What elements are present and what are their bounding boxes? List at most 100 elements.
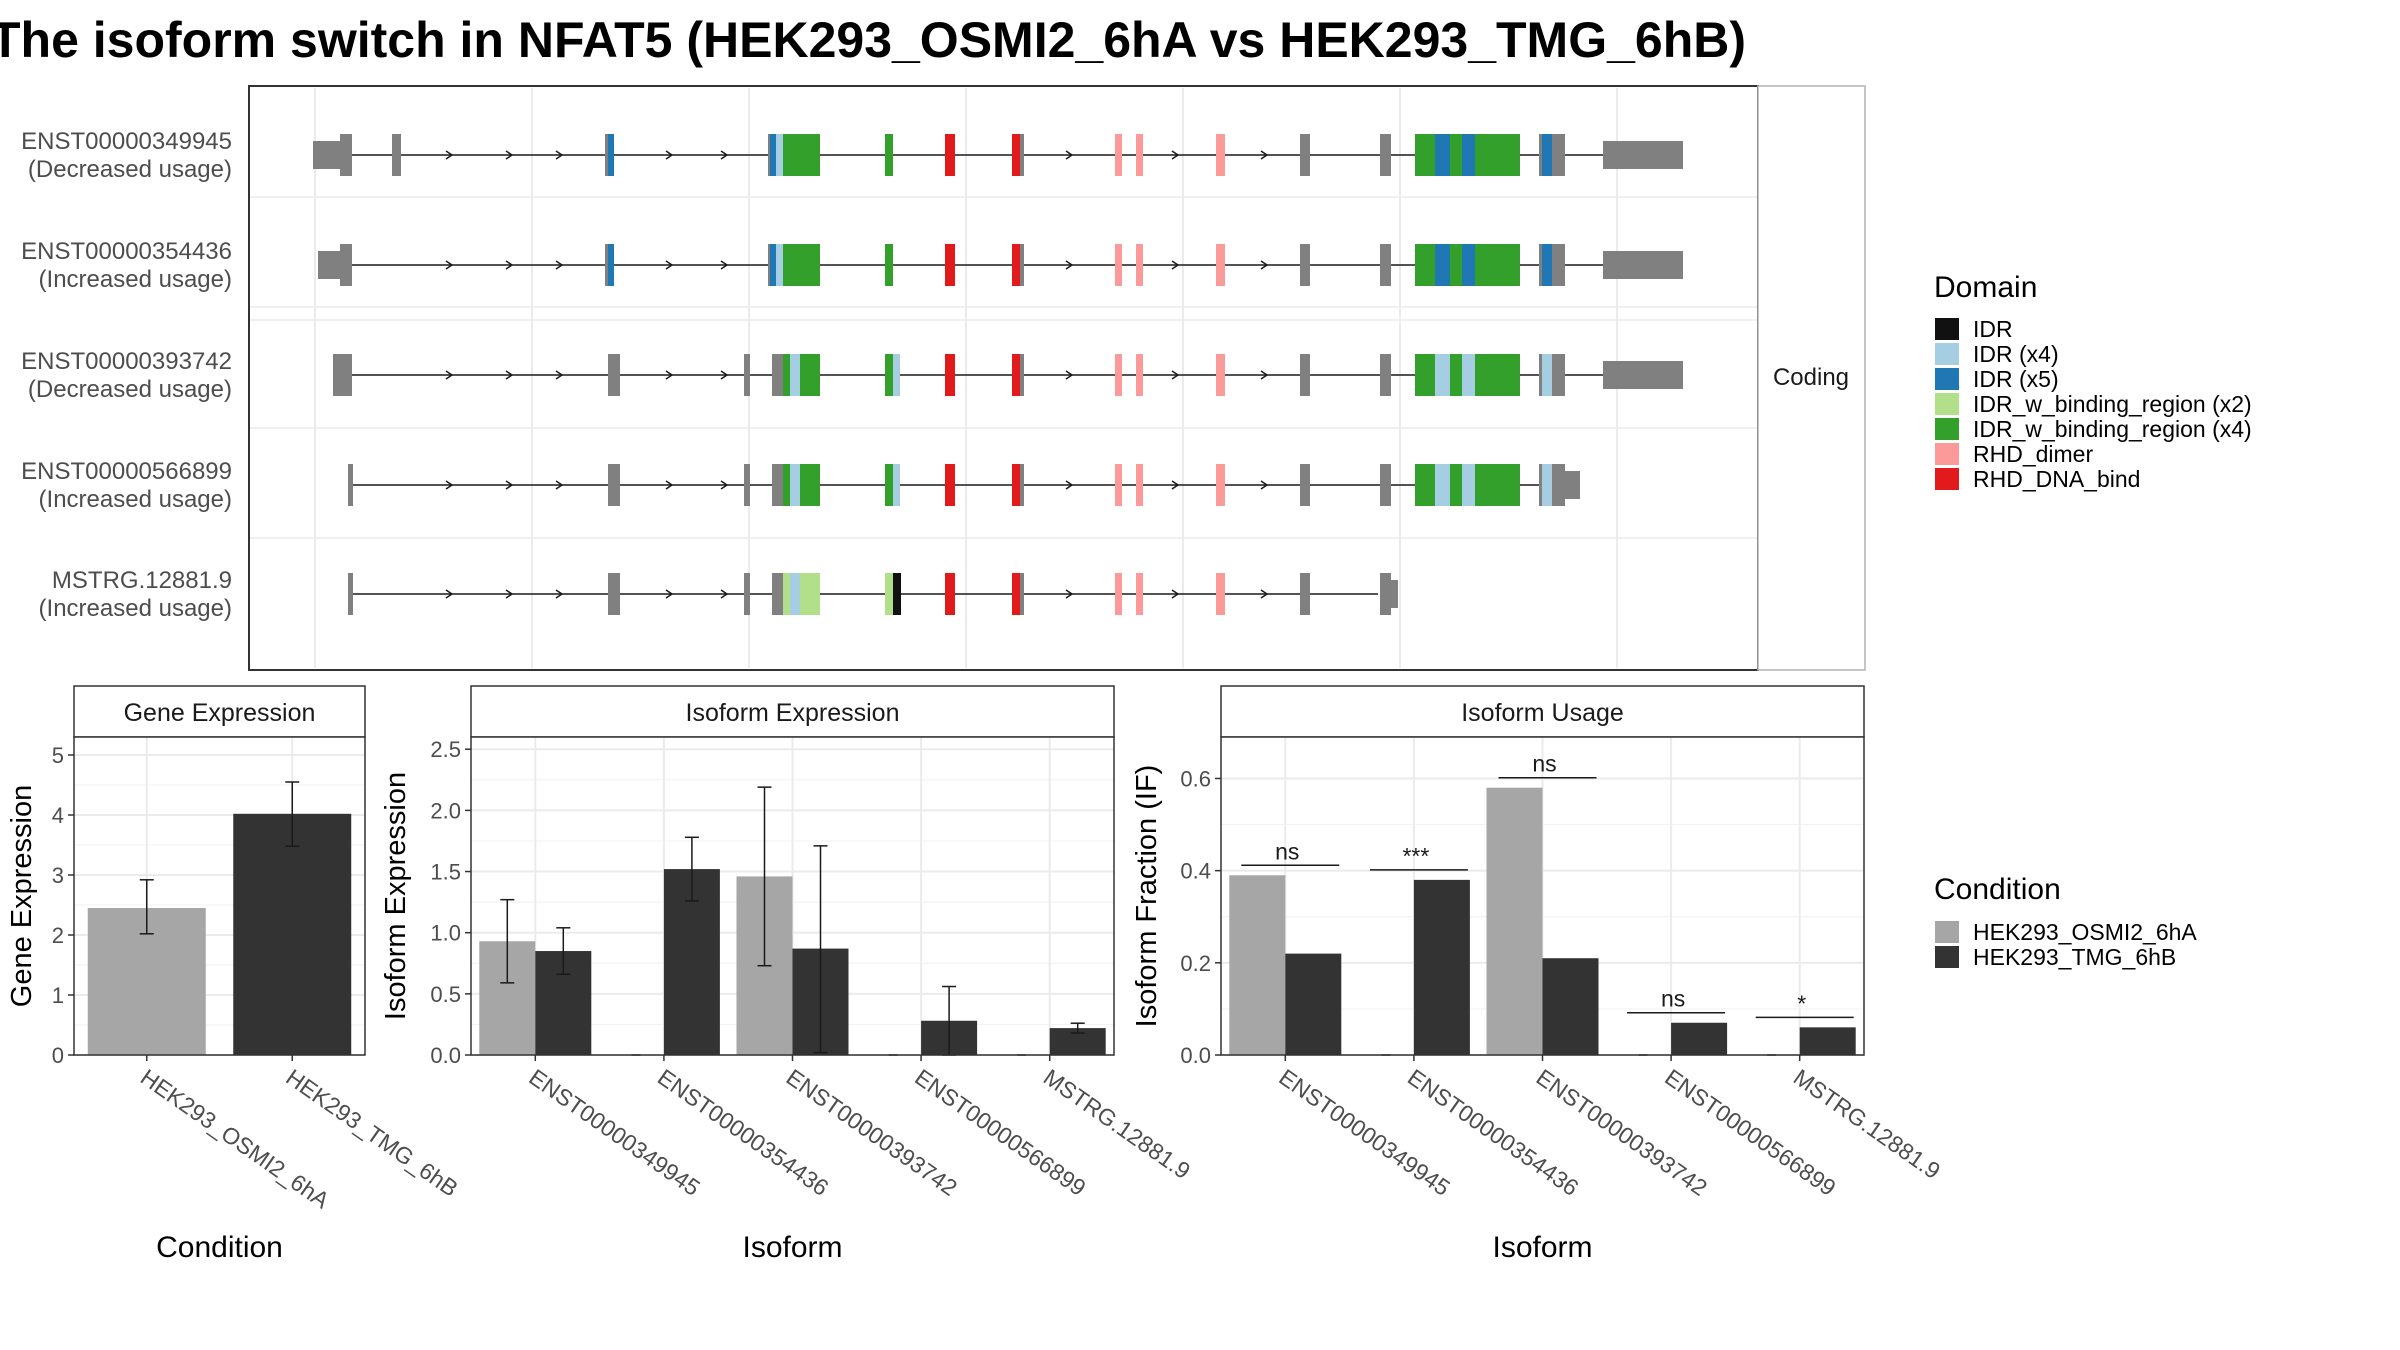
- domain-block: [1435, 354, 1450, 396]
- domain-block: [1115, 354, 1122, 396]
- domain-block: [1012, 244, 1020, 286]
- isoform-usage-panel: Isoform Usage0.00.20.40.6ENST00000349945…: [1131, 685, 1945, 1264]
- intron-direction-arrow: [505, 589, 514, 599]
- domain-block: [885, 573, 893, 615]
- intron-direction-arrow: [665, 589, 674, 599]
- intron-direction-arrow: [720, 260, 729, 270]
- domain-block: [783, 354, 820, 396]
- y-tick-label: 0.0: [1180, 1043, 1211, 1068]
- x-axis-title: Isoform: [742, 1231, 842, 1264]
- intron-direction-arrow: [555, 480, 564, 490]
- structure-panel-border: [248, 85, 1759, 671]
- bar: [1486, 787, 1543, 1055]
- exon-block: [1380, 464, 1391, 506]
- domain-block: [790, 354, 800, 396]
- plot-border: [73, 736, 366, 1056]
- domain-legend-swatch: [1935, 443, 1959, 465]
- panel-strip: [73, 685, 366, 738]
- domain-block: [1216, 573, 1225, 615]
- domain-block: [1115, 573, 1122, 615]
- transcript-row-3: [333, 354, 1683, 396]
- exon-block: [340, 134, 352, 176]
- transcript-usage-label: (Decreased usage): [28, 156, 232, 183]
- intron-direction-arrow: [1171, 150, 1180, 160]
- intron-direction-arrow: [1065, 150, 1074, 160]
- y-tick-label: 0.4: [1180, 859, 1211, 884]
- transcript-id-label: ENST00000349945: [21, 128, 232, 155]
- domain-legend-title: Domain: [1934, 271, 2037, 304]
- significance-label: ns: [1661, 986, 1685, 1012]
- domain-block: [893, 354, 900, 396]
- utr-block: [1603, 251, 1683, 279]
- domain-block: [1475, 244, 1485, 286]
- domain-block: [1485, 134, 1520, 176]
- x-axis-title: Condition: [156, 1231, 283, 1264]
- x-axis-title: Isoform: [1492, 1231, 1592, 1264]
- y-axis-title: Gene Expression: [6, 785, 38, 1007]
- domain-block: [1216, 134, 1225, 176]
- intron-direction-arrow: [445, 370, 454, 380]
- transcript-row-2: [318, 244, 1683, 286]
- domain-block: [1475, 134, 1485, 176]
- exon-block: [744, 464, 750, 506]
- y-tick-label: 0.0: [430, 1043, 461, 1068]
- significance-label: ***: [1402, 843, 1429, 869]
- domain-block: [1462, 134, 1475, 176]
- transcript-row-5: [348, 573, 1398, 615]
- y-axis-title: Isoform Expression: [380, 772, 412, 1020]
- domain-block: [945, 244, 955, 286]
- domain-block: [1136, 464, 1143, 506]
- domain-block: [1462, 464, 1475, 506]
- domain-block: [893, 573, 901, 615]
- exon-block: [348, 464, 353, 506]
- plot-border: [1220, 736, 1865, 1056]
- transcript-row-1: [313, 134, 1683, 176]
- exon-block: [348, 573, 353, 615]
- intron-direction-arrow: [720, 480, 729, 490]
- y-tick-label: 1.0: [430, 921, 461, 946]
- domain-block: [1115, 464, 1122, 506]
- domain-block: [1012, 464, 1020, 506]
- domain-block: [945, 573, 955, 615]
- exon-block: [1380, 354, 1391, 396]
- domain-block: [1216, 464, 1225, 506]
- structure-gridlines: [250, 88, 1757, 668]
- transcript-id-label: ENST00000566899: [21, 458, 232, 485]
- exon-block: [1300, 464, 1310, 506]
- exon-block: [1300, 354, 1310, 396]
- exon-block: [608, 354, 620, 396]
- domain-legend-label: IDR: [1973, 316, 2013, 342]
- exon-block: [1300, 134, 1310, 176]
- y-tick-label: 2.5: [430, 737, 461, 762]
- exon-block: [744, 354, 750, 396]
- intron-direction-arrow: [1065, 370, 1074, 380]
- intron-direction-arrow: [1260, 260, 1269, 270]
- domain-block: [790, 464, 800, 506]
- domain-block: [1012, 354, 1020, 396]
- intron-direction-arrow: [445, 480, 454, 490]
- intron-direction-arrow: [505, 150, 514, 160]
- domain-block: [783, 244, 820, 286]
- intron-direction-arrow: [1260, 150, 1269, 160]
- exon-block: [392, 134, 401, 176]
- domain-block: [1136, 573, 1143, 615]
- domain-block: [1542, 464, 1552, 506]
- y-tick-label: 1.5: [430, 860, 461, 885]
- significance-label: ns: [1532, 751, 1556, 777]
- isoform-expression-panel: Isoform Expression0.00.51.01.52.02.5ENST…: [380, 685, 1195, 1264]
- domain-legend-swatch: [1935, 418, 1959, 440]
- intron-direction-arrow: [1065, 260, 1074, 270]
- utr-block: [1603, 361, 1683, 389]
- y-tick-label: 4: [52, 803, 64, 828]
- domain-block: [885, 464, 893, 506]
- domain-block: [800, 573, 820, 615]
- intron-direction-arrow: [505, 260, 514, 270]
- exon-block: [772, 464, 783, 506]
- domain-block: [945, 464, 955, 506]
- domain-legend-label: IDR_w_binding_region (x2): [1973, 391, 2252, 417]
- domain-block: [1450, 134, 1462, 176]
- domain-legend-label: RHD_dimer: [1973, 441, 2093, 467]
- domain-block: [1115, 244, 1122, 286]
